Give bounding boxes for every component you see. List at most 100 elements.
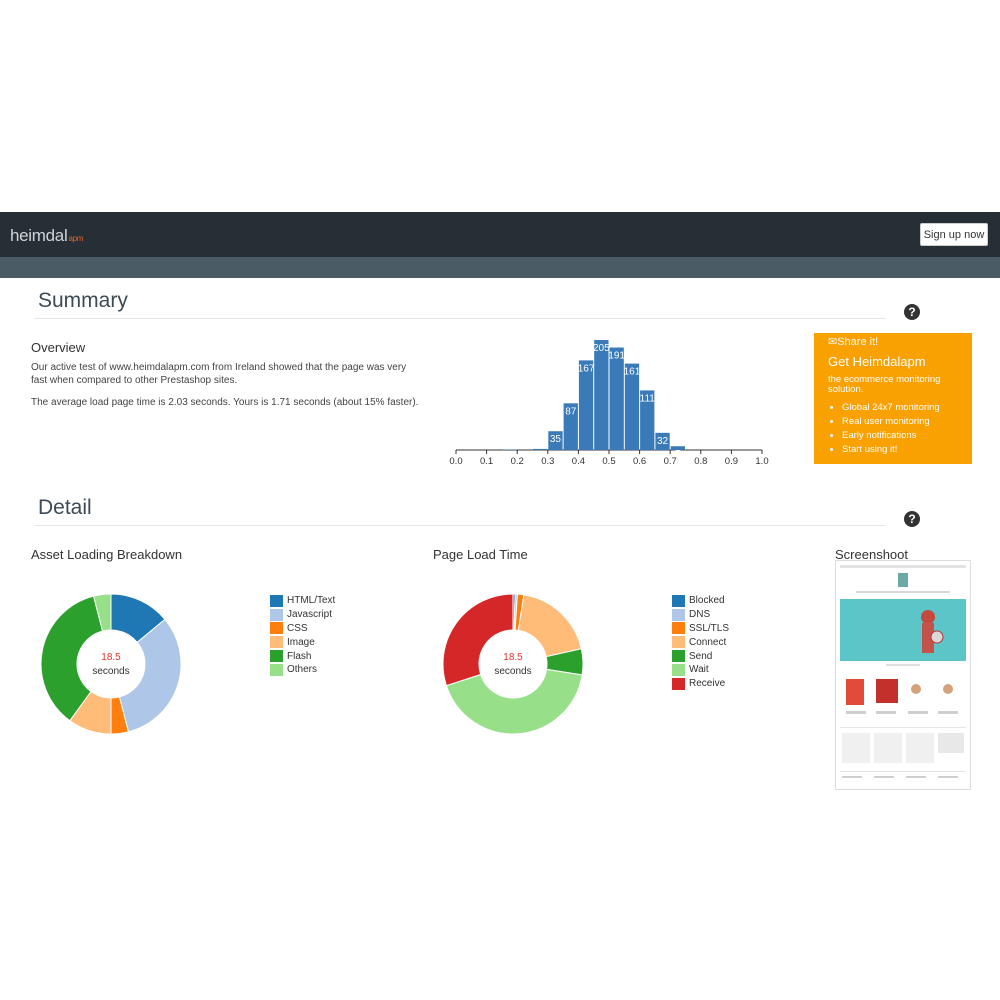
legend-label: Wait <box>689 664 709 676</box>
histogram-bar <box>624 363 640 450</box>
histogram-bar <box>609 347 624 450</box>
page-load-heading: Page Load Time <box>433 547 528 562</box>
histogram-bar-label: 7 <box>675 449 681 460</box>
legend-label: CSS <box>287 622 308 634</box>
summary-help-icon[interactable]: ? <box>904 304 920 320</box>
histogram-bar-label: 167 <box>578 363 595 374</box>
legend-item: Connect <box>672 635 729 649</box>
summary-title: Summary <box>38 289 128 312</box>
promo-item: Early notifications <box>842 429 958 443</box>
promo-item: Global 24x7 monitoring <box>842 401 958 415</box>
legend-label: Flash <box>287 650 312 662</box>
donut-slice <box>445 668 583 735</box>
asset-breakdown-donut: 18.5 seconds <box>40 593 182 735</box>
top-navbar <box>0 212 1000 257</box>
legend-item: Blocked <box>672 594 729 608</box>
mail-icon: ✉ <box>828 336 838 348</box>
histogram-bar-label: 191 <box>608 351 625 362</box>
legend-label: DNS <box>689 609 711 621</box>
legend-swatch <box>672 650 685 663</box>
legend-swatch <box>672 636 685 649</box>
screenshot-heading: Screenshoot <box>835 547 908 562</box>
histogram-bar-label: 161 <box>624 367 641 378</box>
legend-swatch <box>270 622 283 635</box>
histogram-bar <box>594 340 609 450</box>
legend-label: Connect <box>689 636 727 648</box>
promo-box: ✉Share it! Get Heimdalapm the ecommerce … <box>814 333 972 464</box>
legend-item: Wait <box>672 663 729 677</box>
page-screenshot-thumbnail[interactable] <box>835 560 971 790</box>
sign-up-button[interactable]: Sign up now <box>920 223 988 246</box>
histogram-bar <box>640 390 655 450</box>
share-link[interactable]: ✉Share it! <box>828 335 958 348</box>
legend-item: Receive <box>672 677 729 691</box>
overview-text-2: The average load page time is 2.03 secon… <box>31 397 419 408</box>
promo-list: Global 24x7 monitoring Real user monitor… <box>828 401 958 457</box>
legend-swatch <box>270 636 283 649</box>
histogram-tick-label: 0.7 <box>664 456 677 467</box>
histogram-bar <box>533 448 548 450</box>
histogram-tick-label: 0.6 <box>633 456 646 467</box>
legend-swatch <box>672 594 685 607</box>
legend-label: Receive <box>689 678 726 690</box>
legend-swatch <box>270 608 283 621</box>
histogram-bar-label: 87 <box>565 406 577 417</box>
promo-item-cta[interactable]: Start using it! <box>842 443 958 457</box>
legend-item: Send <box>672 649 729 663</box>
detail-title: Detail <box>38 496 92 519</box>
histogram-tick-label: 1.0 <box>755 456 768 467</box>
histogram-bar-label: 111 <box>640 393 656 404</box>
page-load-donut: 18.5 seconds <box>442 593 584 735</box>
histogram-bar <box>548 431 563 450</box>
histogram-bar <box>655 432 670 450</box>
legend-swatch <box>672 608 685 621</box>
legend-label: Send <box>689 650 713 662</box>
overview-heading: Overview <box>31 340 86 355</box>
histogram-bar <box>502 449 517 450</box>
legend-swatch <box>672 677 685 690</box>
screenshot-image <box>836 561 970 789</box>
legend-item: Others <box>270 663 335 677</box>
legend-swatch <box>270 650 283 663</box>
legend-item: SSL/TLS <box>672 622 729 636</box>
donut-center-value: 18.5 <box>101 652 121 663</box>
promo-subtitle: the ecommerce monitoring solution. <box>828 374 941 395</box>
histogram-bar-label: 205 <box>593 343 610 354</box>
summary-divider <box>35 318 885 319</box>
donut-center-unit: seconds <box>92 666 129 677</box>
detail-help-icon[interactable]: ? <box>904 511 920 527</box>
detail-divider <box>35 525 885 526</box>
asset-breakdown-heading: Asset Loading Breakdown <box>31 547 183 562</box>
legend-label: HTML/Text <box>287 595 336 607</box>
promo-item: Real user monitoring <box>842 415 958 429</box>
legend-item: Javascript <box>270 608 335 622</box>
share-label: Share it! <box>837 336 879 348</box>
donut-center-unit: seconds <box>494 666 531 677</box>
histogram-bar <box>670 446 685 450</box>
legend-item: Flash <box>270 649 335 663</box>
histogram-bar-label: 35 <box>550 434 562 445</box>
promo-title: Get Heimdalapm <box>828 354 926 369</box>
legend-item: DNS <box>672 608 729 622</box>
donut-slice <box>40 595 104 722</box>
donut-center-value: 18.5 <box>503 652 523 663</box>
donut-slice <box>118 618 182 733</box>
donut-slice <box>442 593 514 687</box>
legend-item: Image <box>270 635 335 649</box>
histogram-tick-label: 0.1 <box>480 456 493 467</box>
histogram-bar <box>578 360 594 450</box>
logo-suffix: apm <box>68 234 84 243</box>
logo[interactable]: heimdalapm <box>10 226 83 246</box>
legend-label: SSL/TLS <box>689 622 730 634</box>
histogram-tick-label: 0.0 <box>449 456 462 467</box>
overview-text-1: Our active test of www.heimdalapm.com fr… <box>31 362 407 386</box>
histogram-bar-label: 32 <box>657 436 669 447</box>
legend-label: Blocked <box>689 595 725 607</box>
legend-swatch <box>672 663 685 676</box>
asset-breakdown-legend: HTML/Text Javascript CSS Image Flash Others <box>270 594 335 677</box>
histogram-tick-label: 0.9 <box>725 456 738 467</box>
legend-label: Javascript <box>287 609 333 621</box>
legend-swatch <box>270 594 283 607</box>
histogram-tick-label: 0.8 <box>694 456 707 467</box>
